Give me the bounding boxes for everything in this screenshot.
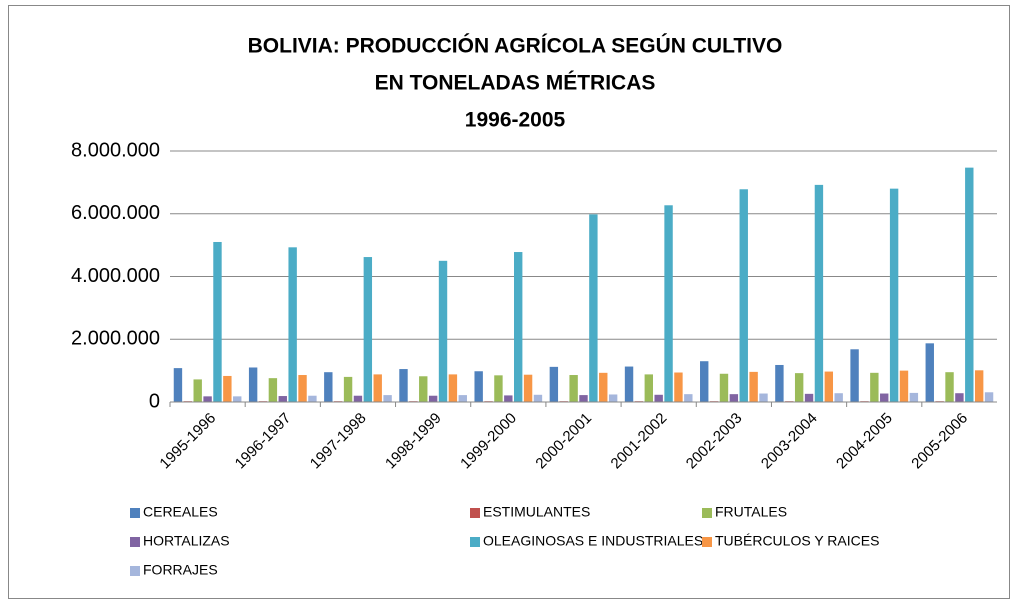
bar: [324, 372, 333, 402]
bar: [268, 378, 278, 402]
chart-border: [8, 5, 1010, 599]
bar: [674, 372, 683, 402]
chart-title: 1996-2005: [465, 109, 566, 132]
bar: [278, 396, 287, 402]
bar: [399, 369, 408, 402]
bar: [729, 394, 739, 402]
bar: [870, 372, 879, 402]
bar: [383, 395, 392, 402]
bar: [203, 396, 212, 402]
bar: [363, 257, 373, 402]
bar: [448, 374, 458, 402]
bar: [624, 366, 634, 402]
bar: [173, 368, 183, 402]
bar: [353, 395, 363, 402]
bar: [824, 371, 834, 402]
legend-label: CEREALES: [143, 504, 218, 520]
bar: [428, 395, 438, 402]
legend-label: OLEAGINOSAS E INDUSTRIALES: [483, 533, 703, 549]
bar: [945, 372, 954, 402]
bar: [850, 349, 859, 402]
bar: [343, 376, 353, 402]
bar: [419, 376, 428, 402]
bar: [749, 371, 758, 402]
bar: [775, 364, 784, 402]
y-tick-label: 4.000.000: [71, 265, 160, 287]
bar: [794, 373, 804, 402]
bar: [494, 375, 503, 402]
bar: [589, 214, 598, 402]
bar: [523, 374, 533, 402]
bar: [909, 392, 919, 402]
bar: [549, 366, 559, 402]
bar: [213, 241, 222, 402]
legend-swatch: [130, 537, 140, 547]
bar: [223, 375, 232, 402]
bar: [889, 188, 899, 402]
legend-swatch: [470, 537, 480, 547]
legend-swatch: [702, 537, 712, 547]
legend-label: HORTALIZAS: [143, 533, 230, 549]
bar: [644, 374, 654, 402]
bar: [458, 395, 467, 402]
bar: [965, 167, 974, 402]
bar: [955, 393, 964, 402]
bar: [925, 343, 934, 402]
chart-title: BOLIVIA: PRODUCCIÓN AGRÍCOLA SEGÚN CULTI…: [248, 34, 783, 58]
legend-label: FORRAJES: [143, 562, 218, 578]
bar: [513, 252, 523, 402]
y-tick-label: 2.000.000: [71, 328, 160, 350]
bar: [248, 367, 258, 402]
chart-title: EN TONELADAS MÉTRICAS: [375, 72, 656, 95]
bar: [288, 247, 297, 402]
bar: [599, 372, 608, 402]
legend-swatch: [130, 566, 140, 576]
bar: [664, 205, 673, 402]
y-tick-label: 8.000.000: [71, 139, 160, 161]
bar: [608, 394, 618, 402]
bar: [474, 371, 483, 402]
bar: [684, 394, 693, 402]
legend-swatch: [130, 508, 140, 518]
bar: [834, 393, 843, 402]
y-tick-label: 0: [149, 390, 160, 412]
bar: [700, 361, 709, 402]
bar: [298, 375, 307, 402]
bar: [814, 184, 824, 402]
bar: [438, 260, 448, 402]
legend-swatch: [702, 508, 712, 518]
legend-swatch: [470, 508, 480, 518]
bar: [880, 393, 889, 402]
bar: [899, 370, 909, 402]
bar: [739, 189, 748, 402]
bar: [804, 393, 814, 402]
bar: [569, 375, 578, 402]
legend-label: ESTIMULANTES: [483, 504, 590, 520]
bar: [308, 395, 317, 402]
bar: [579, 395, 588, 402]
bar: [233, 396, 242, 402]
bar: [533, 394, 543, 402]
bar: [719, 373, 729, 402]
bar: [984, 392, 994, 402]
legend-label: FRUTALES: [715, 504, 787, 520]
bar: [654, 394, 663, 402]
bar: [504, 395, 513, 402]
legend-label: TUBÉRCULOS Y RAICES: [715, 533, 879, 549]
bar: [373, 374, 382, 402]
bar: [759, 393, 768, 402]
y-tick-label: 6.000.000: [71, 202, 160, 224]
bar: [974, 370, 984, 402]
bar: [193, 379, 202, 402]
